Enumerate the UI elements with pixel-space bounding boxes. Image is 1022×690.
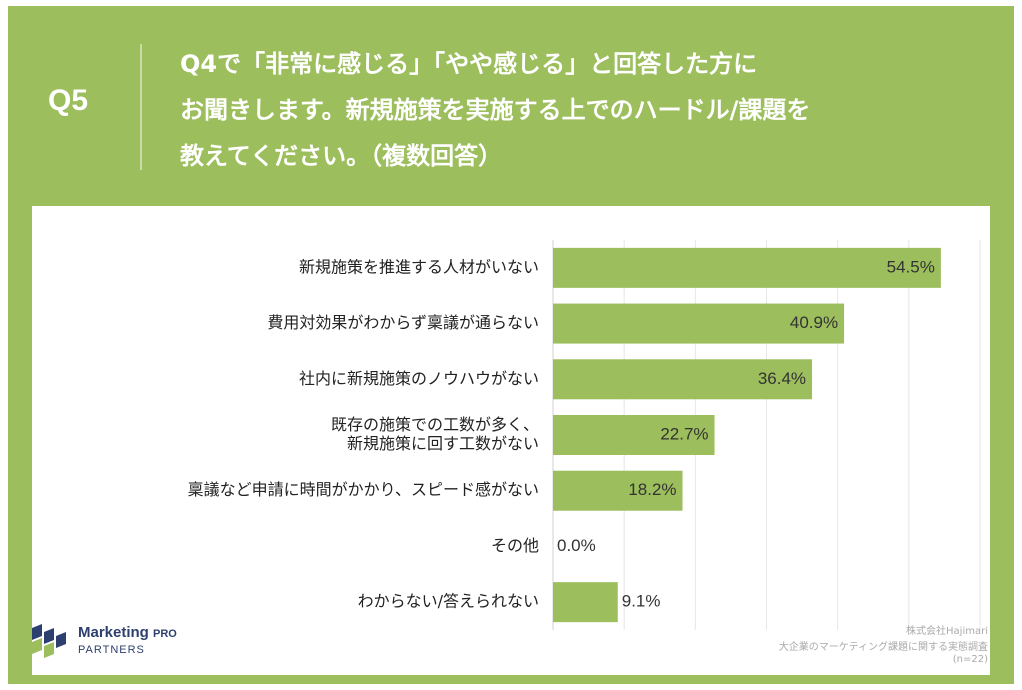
question-number: Q5 — [48, 84, 89, 117]
frame-bottom — [8, 675, 1014, 684]
category-label: 既存の施策での工数が多く、 — [331, 415, 539, 434]
frame-right — [990, 206, 1014, 684]
bar — [553, 359, 813, 400]
logo-brand-text: Marketing PRO — [78, 624, 177, 641]
category-label: その他 — [491, 536, 539, 555]
question-text-line-2: お聞きします。新規施策を実施する上でのハードル/課題を — [180, 96, 811, 124]
frame-left — [8, 206, 32, 684]
logo-mark-icon — [32, 624, 66, 658]
source-sample-size: (n=22) — [952, 654, 988, 665]
category-label: わからない/答えられない — [358, 592, 539, 611]
logo-sub-text: PARTNERS — [78, 644, 145, 656]
data-label: 9.1% — [622, 592, 661, 611]
data-label: 54.5% — [887, 257, 935, 276]
question-text-line-3: 教えてください。（複数回答） — [180, 142, 503, 170]
bar — [553, 247, 941, 288]
data-label: 18.2% — [628, 480, 676, 499]
bar — [553, 303, 845, 344]
bar — [553, 582, 618, 623]
data-label: 0.0% — [557, 536, 596, 555]
data-label: 40.9% — [790, 313, 838, 332]
category-label: 新規施策を推進する人材がいない — [299, 257, 539, 276]
source-company: 株式会社Hajimari — [906, 626, 988, 637]
category-label: 新規施策に回す工数がない — [347, 434, 539, 453]
logo-pro: PRO — [153, 628, 177, 640]
data-label: 22.7% — [660, 424, 708, 443]
category-label: 費用対効果がわからず稟議が通らない — [267, 313, 539, 332]
marketing-pro-partners-logo: Marketing PRO PARTNERS — [30, 620, 230, 664]
category-label: 社内に新規施策のノウハウがない — [299, 369, 539, 388]
logo-brand: Marketing — [78, 624, 149, 641]
bar — [553, 415, 715, 455]
bar — [553, 470, 683, 511]
category-label: 稟議など申請に時間がかかり、スピード感がない — [188, 480, 539, 499]
header-band — [8, 6, 1014, 206]
question-text-line-1: Q4で「非常に感じる」「やや感じる」と回答した方に — [180, 50, 758, 78]
data-label: 36.4% — [758, 369, 806, 388]
source-survey-title: 大企業のマーケティング課題に関する実態調査 — [778, 642, 988, 653]
header-divider — [140, 44, 142, 170]
